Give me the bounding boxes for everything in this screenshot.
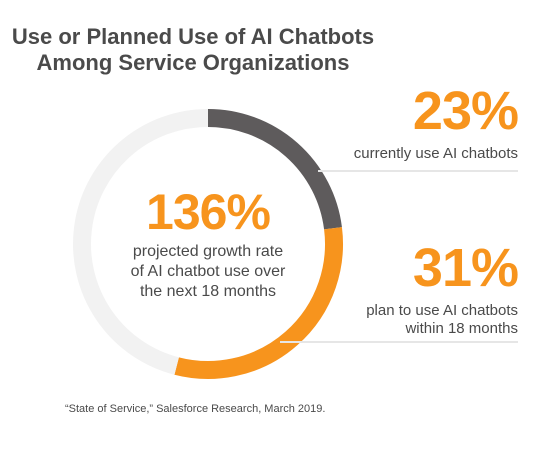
donut-chart [73, 109, 343, 379]
donut-slice-1 [174, 227, 343, 379]
planned-use-value: 31% [412, 238, 519, 298]
planned-use-callout: 31% plan to use AI chatbots within 18 mo… [366, 238, 519, 338]
center-stat: 136% projected growth rate of AI chatbot… [88, 186, 328, 302]
growth-rate-desc-line-1: projected growth rate [132, 243, 284, 260]
planned-use-label-line-2: within 18 months [405, 320, 518, 337]
chart-title: Use or Planned Use of AI Chatbots Among … [0, 24, 386, 76]
source-note: “State of Service,” Salesforce Research,… [65, 403, 326, 415]
planned-use-label-line-1: plan to use AI chatbots [366, 302, 518, 319]
chart-title-line-2: Among Service Organizations [36, 50, 350, 75]
growth-rate-desc-line-3: the next 18 months [139, 283, 277, 300]
planned-use-label: plan to use AI chatbots within 18 months [366, 302, 518, 338]
current-use-callout: 23% currently use AI chatbots [354, 81, 519, 163]
growth-rate-description: projected growth rate of AI chatbot use … [88, 242, 328, 302]
growth-rate-value: 136% [146, 184, 271, 240]
planned-use-divider [280, 341, 518, 343]
donut-slice-2 [73, 109, 209, 375]
donut-slice-0 [207, 109, 342, 230]
chart-title-line-1: Use or Planned Use of AI Chatbots [11, 24, 375, 49]
current-use-label: currently use AI chatbots [354, 145, 518, 163]
current-use-label-line-1: currently use AI chatbots [353, 145, 518, 162]
growth-rate-desc-line-2: of AI chatbot use over [130, 263, 286, 280]
current-use-value: 23% [412, 81, 519, 141]
current-use-divider [318, 170, 518, 172]
